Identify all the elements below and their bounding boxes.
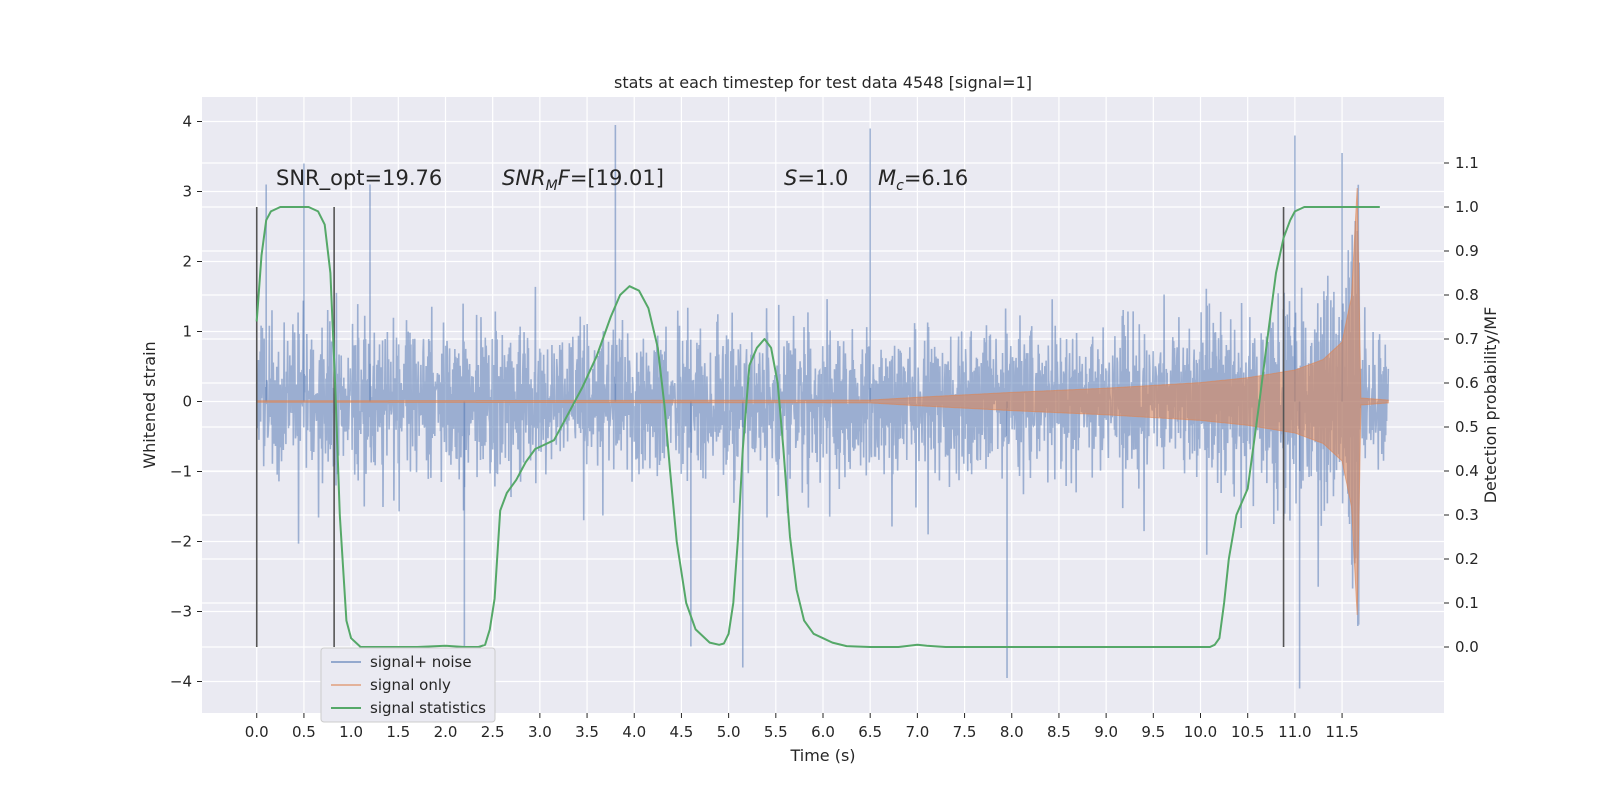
stat-line	[255, 206, 1380, 648]
y-tick-label: −1	[170, 463, 192, 481]
series-signal-only	[256, 187, 1389, 616]
x-axis-label: Time (s)	[789, 746, 855, 765]
y2-tick-label: 0.3	[1455, 506, 1479, 524]
x-tick-label: 8.0	[1000, 723, 1024, 741]
y-tick-label: −3	[170, 603, 192, 621]
x-tick-label: 6.0	[811, 723, 835, 741]
y-tick-label: 0	[182, 393, 192, 411]
y2-axis-label: Detection probability/MF	[1481, 307, 1500, 504]
x-tick-label: 11.5	[1325, 723, 1358, 741]
x-tick-label: 3.0	[528, 723, 552, 741]
y2-tick-label: 1.0	[1455, 198, 1479, 216]
annotations: SNR_opt=19.76 SNRMF=[19.01] S=1.0 Mc=6.1…	[276, 166, 968, 194]
y2-tick-label: 0.8	[1455, 286, 1479, 304]
y2-tick-label: 0.9	[1455, 242, 1479, 260]
annotation-mc: Mc=6.16	[878, 166, 968, 194]
x-tick-label: 9.0	[1094, 723, 1118, 741]
x-tick-label: 10.5	[1231, 723, 1264, 741]
y2-tick-label: 1.1	[1455, 154, 1479, 172]
axis-ticks: 0.0 0.5 1.0 1.5 2.0 2.5 3.0 3.5 4.0 4.5 5.0 5.5 6.0 6…	[170, 113, 1479, 742]
legend-label-stat: signal statistics	[370, 699, 486, 717]
x-tick-label: 5.5	[764, 723, 788, 741]
y2-tick-label: 0.7	[1455, 330, 1479, 348]
x-tick-label: 7.0	[905, 723, 929, 741]
x-tick-label: 6.5	[858, 723, 882, 741]
x-tick-label: 0.5	[292, 723, 316, 741]
y2-tick-label: 0.2	[1455, 550, 1479, 568]
legend-box	[320, 647, 496, 723]
x-tick-label: 0.0	[245, 723, 269, 741]
x-tick-label: 8.5	[1047, 723, 1071, 741]
y2-tick-label: 0.1	[1455, 594, 1479, 612]
x-tick-label: 3.5	[575, 723, 599, 741]
series-signal-statistics	[255, 206, 1380, 648]
y-tick-label: −4	[170, 673, 192, 691]
x-tick-label: 4.0	[622, 723, 646, 741]
x-tick-label: 11.0	[1278, 723, 1311, 741]
chart-title: stats at each timestep for test data 454…	[614, 73, 1032, 92]
legend-label-noise: signal+ noise	[370, 653, 472, 671]
y-tick-label: 1	[182, 323, 192, 341]
annotation-snr-mf: SNRMF=[19.01]	[502, 166, 664, 194]
x-tick-label: 1.0	[339, 723, 363, 741]
y-tick-label: −2	[170, 533, 192, 551]
annotation-snr-opt: SNR_opt=19.76	[276, 166, 442, 191]
noise-trace	[255, 184, 1390, 626]
y-axis-label: Whitened strain	[140, 341, 159, 468]
x-tick-label: 10.0	[1184, 723, 1217, 741]
y2-tick-label: 0.6	[1455, 374, 1479, 392]
x-tick-label: 5.0	[717, 723, 741, 741]
x-tick-label: 4.5	[670, 723, 694, 741]
signal-envelope	[256, 187, 1389, 616]
x-tick-label: 2.5	[481, 723, 505, 741]
annotation-s: S=1.0	[784, 166, 848, 190]
x-tick-label: 9.5	[1141, 723, 1165, 741]
y2-tick-label: 0.4	[1455, 462, 1479, 480]
legend: signal+ noise signal only signal statist…	[320, 647, 496, 723]
x-tick-label: 1.5	[386, 723, 410, 741]
y2-tick-label: 0.0	[1455, 638, 1479, 656]
x-tick-label: 7.5	[953, 723, 977, 741]
y-tick-label: 3	[182, 183, 192, 201]
y-tick-label: 2	[182, 253, 192, 271]
legend-label-signal: signal only	[370, 676, 451, 694]
detection-markers	[255, 207, 1285, 647]
y-tick-label: 4	[182, 113, 192, 131]
y2-tick-label: 0.5	[1455, 418, 1479, 436]
x-tick-label: 2.0	[434, 723, 458, 741]
